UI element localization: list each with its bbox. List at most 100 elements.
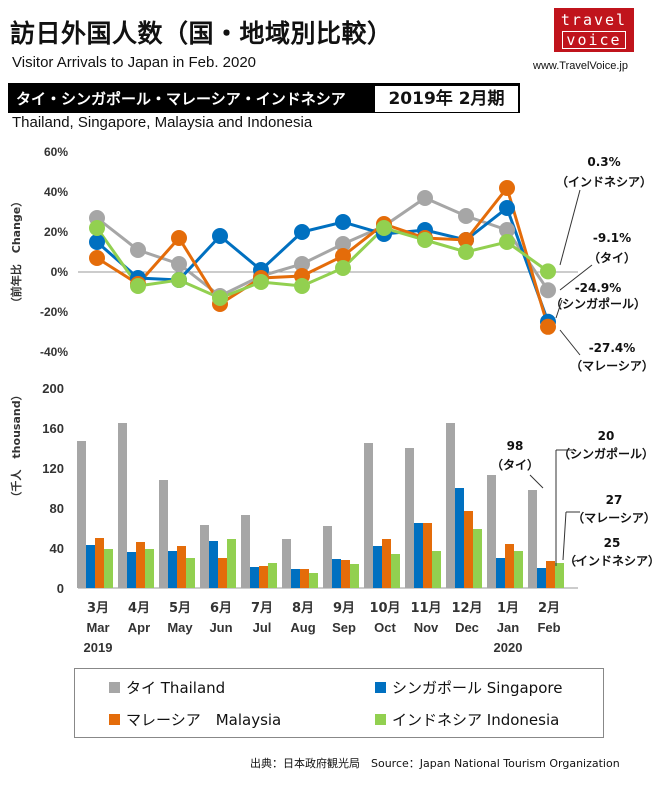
line-point-malaysia bbox=[171, 230, 187, 246]
line-point-indonesia bbox=[253, 274, 269, 290]
bar-annotation-value: 98 bbox=[507, 439, 524, 453]
annotation-leader bbox=[559, 329, 581, 356]
bar-y-tick: 160 bbox=[42, 421, 64, 436]
bar-singapore bbox=[414, 523, 423, 588]
line-point-thailand bbox=[499, 222, 515, 238]
line-point-thailand bbox=[171, 256, 187, 272]
bar-singapore bbox=[168, 551, 177, 588]
bar-indonesia bbox=[350, 564, 359, 588]
legend-swatch-thailand bbox=[109, 682, 120, 693]
x-label-jp: 1月 bbox=[497, 601, 519, 616]
bar-malaysia bbox=[259, 566, 268, 588]
bar-indonesia bbox=[432, 551, 441, 588]
logo-line2: voice bbox=[562, 31, 626, 49]
bar-y-tick: 0 bbox=[57, 581, 64, 596]
line-annotation-value: 0.3% bbox=[587, 155, 620, 169]
x-label-jp: 8月 bbox=[292, 601, 314, 616]
bar-malaysia bbox=[382, 539, 391, 588]
line-y-tick: -20% bbox=[40, 305, 68, 319]
line-annotation-value: -9.1% bbox=[593, 231, 631, 245]
bar-singapore bbox=[86, 545, 95, 588]
bar-y-tick: 80 bbox=[50, 501, 64, 516]
bar-singapore bbox=[250, 567, 259, 588]
x-label-en: Jan bbox=[497, 620, 519, 635]
x-label-en: May bbox=[167, 620, 193, 635]
line-annotation-value: -27.4% bbox=[589, 341, 636, 355]
bar-indonesia bbox=[145, 549, 154, 588]
line-series-malaysia bbox=[96, 184, 550, 328]
line-annotation-label: （シンガポール） bbox=[550, 296, 646, 311]
bar-y-tick: 200 bbox=[42, 381, 64, 396]
bar-singapore bbox=[373, 546, 382, 588]
line-point-malaysia bbox=[458, 232, 474, 248]
line-point-thailand bbox=[335, 236, 351, 252]
bar-malaysia bbox=[505, 544, 514, 588]
line-point-indonesia bbox=[89, 220, 105, 236]
bar-thailand bbox=[364, 443, 373, 588]
countries-en: Thailand, Singapore, Malaysia and Indone… bbox=[12, 114, 313, 131]
x-label-jp: 12月 bbox=[451, 601, 482, 616]
annotation-leader bbox=[559, 189, 581, 266]
banner-countries-jp: タイ・シンガポール・マレーシア・インドネシア bbox=[16, 90, 346, 108]
line-point-malaysia bbox=[89, 250, 105, 266]
line-y-tick: 60% bbox=[44, 145, 68, 159]
legend-item-indonesia: インドネシア Indonesia bbox=[375, 709, 559, 730]
line-point-indonesia bbox=[171, 272, 187, 288]
line-point-thailand bbox=[294, 256, 310, 272]
x-label-jp: 7月 bbox=[251, 601, 273, 616]
bar-malaysia bbox=[136, 542, 145, 588]
line-point-indonesia bbox=[458, 244, 474, 260]
line-point-thailand bbox=[540, 282, 556, 299]
bar-thailand bbox=[282, 539, 291, 588]
bar-annotation-label: （シンガポール） bbox=[558, 446, 654, 461]
x-label-en: Aug bbox=[290, 620, 315, 635]
x-label-en: Sep bbox=[332, 620, 356, 635]
x-label-jp: 4月 bbox=[128, 601, 150, 616]
bar-indonesia bbox=[186, 558, 195, 588]
line-point-indonesia bbox=[335, 260, 351, 276]
bar-thailand bbox=[159, 480, 168, 588]
legend-swatch-malaysia bbox=[109, 714, 120, 725]
x-label-jp: 10月 bbox=[369, 601, 400, 616]
annotation-leader bbox=[571, 559, 579, 563]
x-label-jp: 3月 bbox=[87, 601, 109, 616]
line-annotation-label: （マレーシア） bbox=[570, 358, 654, 373]
line-chart: 60% 40% 20% 0% -20% -40% （前年比 Change） bbox=[9, 145, 578, 359]
bar-malaysia bbox=[300, 569, 309, 588]
line-point-malaysia bbox=[499, 180, 515, 196]
bar-annotation-value: 27 bbox=[606, 493, 623, 507]
line-y-tick: 40% bbox=[44, 185, 68, 199]
bar-singapore bbox=[291, 569, 300, 588]
x-label-jp: 6月 bbox=[210, 601, 232, 616]
line-point-indonesia bbox=[212, 290, 228, 306]
legend-label-indonesia: インドネシア Indonesia bbox=[392, 711, 560, 729]
line-point-indonesia bbox=[417, 232, 433, 248]
line-point-indonesia bbox=[376, 220, 392, 236]
source-note: 出典：日本政府観光局 Source：Japan National Tourism… bbox=[250, 757, 620, 770]
legend-item-malaysia: マレーシア Malaysia bbox=[109, 709, 281, 730]
x-label-jp: 11月 bbox=[410, 601, 441, 616]
x-label-en: Dec bbox=[455, 620, 479, 635]
x-label-en: Oct bbox=[374, 620, 396, 635]
bar-annotation-value: 20 bbox=[598, 429, 615, 443]
legend-label-malaysia: マレーシア Malaysia bbox=[126, 711, 282, 729]
legend-item-singapore: シンガポール Singapore bbox=[375, 677, 562, 698]
annotation-leader bbox=[529, 474, 544, 489]
x-label-jp: 9月 bbox=[333, 601, 355, 616]
bar-thailand bbox=[323, 526, 332, 588]
line-y-tick: -40% bbox=[40, 345, 68, 359]
bar-indonesia bbox=[309, 573, 318, 588]
x-axis-labels: 3月 Mar 2019 4月 Apr 5月 May 6月 Jun 7月 Jul 8月 Aug 9月 Sep 1… bbox=[84, 601, 561, 655]
legend-item-thailand: タイ Thailand bbox=[109, 677, 225, 698]
line-annotation-label: （タイ） bbox=[588, 250, 636, 265]
legend-swatch-indonesia bbox=[375, 714, 386, 725]
line-point-singapore bbox=[294, 224, 310, 240]
x-label-en: Apr bbox=[128, 620, 150, 635]
site-url: www.TravelVoice.jp bbox=[533, 60, 628, 72]
bar-indonesia bbox=[268, 563, 277, 588]
bar-thailand bbox=[241, 515, 250, 588]
annotations: 0.3%（インドネシア）-9.1%（タイ）-24.9%（シンガポール）-27.4… bbox=[491, 155, 658, 568]
legend-swatch-singapore bbox=[375, 682, 386, 693]
x-label-jp: 5月 bbox=[169, 601, 191, 616]
bar-malaysia bbox=[546, 561, 555, 588]
